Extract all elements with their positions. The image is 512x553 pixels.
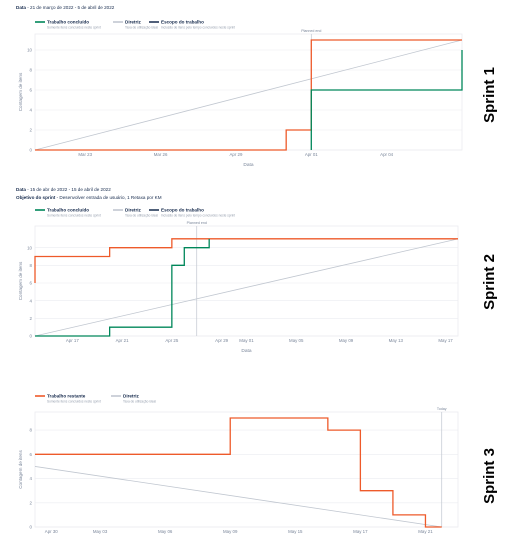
- x-tick-label: Mar 26: [154, 152, 168, 157]
- x-tick-label: May 21: [418, 529, 433, 534]
- marker-label: Planned end: [187, 221, 207, 225]
- x-tick-label: May 05: [289, 338, 304, 343]
- y-axis-label: Contagem de itens: [18, 72, 23, 111]
- legend-description: Somente itens concluídos neste sprint: [47, 214, 101, 218]
- x-tick-label: Apr 21: [116, 338, 129, 343]
- sprint-header-line: Data - 15 de abr de 2022 - 15 de abril d…: [16, 187, 111, 192]
- x-tick-label: May 01: [239, 338, 254, 343]
- legend-description: Somente itens concluídos neste sprint: [47, 400, 101, 404]
- x-tick-label: May 15: [288, 529, 303, 534]
- sprint-header-key: Data: [16, 187, 27, 192]
- x-tick-label: May 03: [93, 529, 108, 534]
- y-tick-label: 4: [30, 298, 33, 303]
- series-line-trabalho-conclu-do: [310, 50, 463, 150]
- sprint-header-value: - Desenvolver entrada de usuário, 1 Reta…: [57, 195, 162, 200]
- legend-name: Trabalho restante: [47, 394, 86, 399]
- y-tick-label: 0: [30, 334, 33, 339]
- y-tick-label: 2: [30, 128, 33, 133]
- plot-frame: [34, 411, 459, 528]
- legend-name: Diretriz: [125, 20, 142, 25]
- sprint-header-key: Objetivo do sprint: [16, 195, 57, 200]
- legend-name: Escopo do trabalho: [161, 20, 204, 25]
- y-tick-label: 10: [27, 48, 32, 53]
- y-tick-label: 2: [30, 500, 33, 505]
- y-axis-label: Contagem de itens: [18, 261, 23, 300]
- y-tick-label: 0: [30, 148, 33, 153]
- y-tick-label: 8: [30, 263, 33, 268]
- series-line-diretriz: [34, 466, 442, 528]
- sprint-panel-2: Data - 15 de abr de 2022 - 15 de abril d…: [16, 187, 498, 354]
- x-tick-label: May 13: [389, 338, 404, 343]
- legend-name: Diretriz: [123, 394, 140, 399]
- y-tick-label: 6: [30, 281, 33, 286]
- legend-name: Trabalho concluído: [47, 20, 89, 25]
- legend-description: Taxa de utilização ideal: [123, 400, 156, 404]
- series-line-escopo-do-trabalho: [34, 238, 458, 283]
- y-tick-label: 0: [30, 525, 33, 530]
- series-line-diretriz: [34, 238, 459, 337]
- legend-description: Inclusão de itens pelo tempo concluídos …: [161, 214, 235, 218]
- sprint-header-line: Objetivo do sprint - Desenvolver entrada…: [16, 195, 162, 200]
- x-tick-label: Apr 01: [305, 152, 318, 157]
- sprint-header-value: - 21 de março de 2022 - 5 de abril de 20…: [27, 5, 115, 10]
- y-axis-label: Contagem de itens: [18, 450, 23, 489]
- legend-description: Somente itens concluídos neste sprint: [47, 26, 101, 30]
- x-tick-label: Apr 25: [165, 338, 178, 343]
- x-axis-label: Data: [243, 162, 253, 168]
- sprint-header-line: Data - 21 de março de 2022 - 5 de abril …: [16, 5, 115, 10]
- series-line-trabalho-restante: [35, 417, 442, 528]
- legend-name: Escopo do trabalho: [161, 208, 204, 213]
- series-line-trabalho-conclu-do: [35, 238, 210, 337]
- marker-label: Planned end: [301, 29, 321, 33]
- y-tick-label: 2: [30, 316, 33, 321]
- legend-name: Trabalho concluído: [47, 208, 89, 213]
- marker-label: Today: [437, 407, 447, 411]
- series-line-escopo-do-trabalho: [35, 39, 462, 151]
- legend-description: Inclusão de itens pelo tempo concluídos …: [161, 26, 235, 30]
- x-tick-label: Apr 17: [66, 338, 79, 343]
- x-tick-label: May 09: [339, 338, 354, 343]
- x-tick-label: Apr 29: [215, 338, 228, 343]
- sprint-header-value: - 15 de abr de 2022 - 15 de abril de 202…: [27, 187, 111, 192]
- legend-description: Taxa de utilização ideal: [125, 26, 158, 30]
- y-tick-label: 4: [30, 476, 33, 481]
- sprint-panel-1: Data - 21 de março de 2022 - 5 de abril …: [16, 5, 498, 168]
- sprint-label: Sprint 1: [481, 67, 498, 123]
- y-tick-label: 8: [30, 68, 33, 73]
- y-tick-label: 6: [30, 452, 33, 457]
- x-tick-label: Apr 04: [380, 152, 393, 157]
- x-tick-label: May 09: [223, 529, 238, 534]
- y-tick-label: 6: [30, 88, 33, 93]
- x-tick-label: Apr 30: [45, 529, 58, 534]
- x-axis-label: Data: [241, 348, 251, 354]
- plot-frame: [34, 225, 459, 337]
- y-tick-label: 4: [30, 108, 33, 113]
- plot-frame: [34, 33, 463, 151]
- x-tick-label: May 17: [353, 529, 368, 534]
- series-line-diretriz: [34, 39, 463, 151]
- sprint-label: Sprint 3: [481, 448, 498, 504]
- legend-description: Taxa de utilização ideal: [125, 214, 158, 218]
- y-tick-label: 8: [30, 428, 33, 433]
- x-tick-label: Apr 29: [229, 152, 242, 157]
- sprint-label: Sprint 2: [481, 254, 498, 310]
- y-tick-label: 10: [27, 245, 32, 250]
- legend-name: Diretriz: [125, 208, 142, 213]
- x-tick-label: Mar 23: [78, 152, 92, 157]
- sprint-header-key: Data: [16, 5, 27, 10]
- x-tick-label: May 06: [158, 529, 173, 534]
- x-tick-label: May 17: [438, 338, 453, 343]
